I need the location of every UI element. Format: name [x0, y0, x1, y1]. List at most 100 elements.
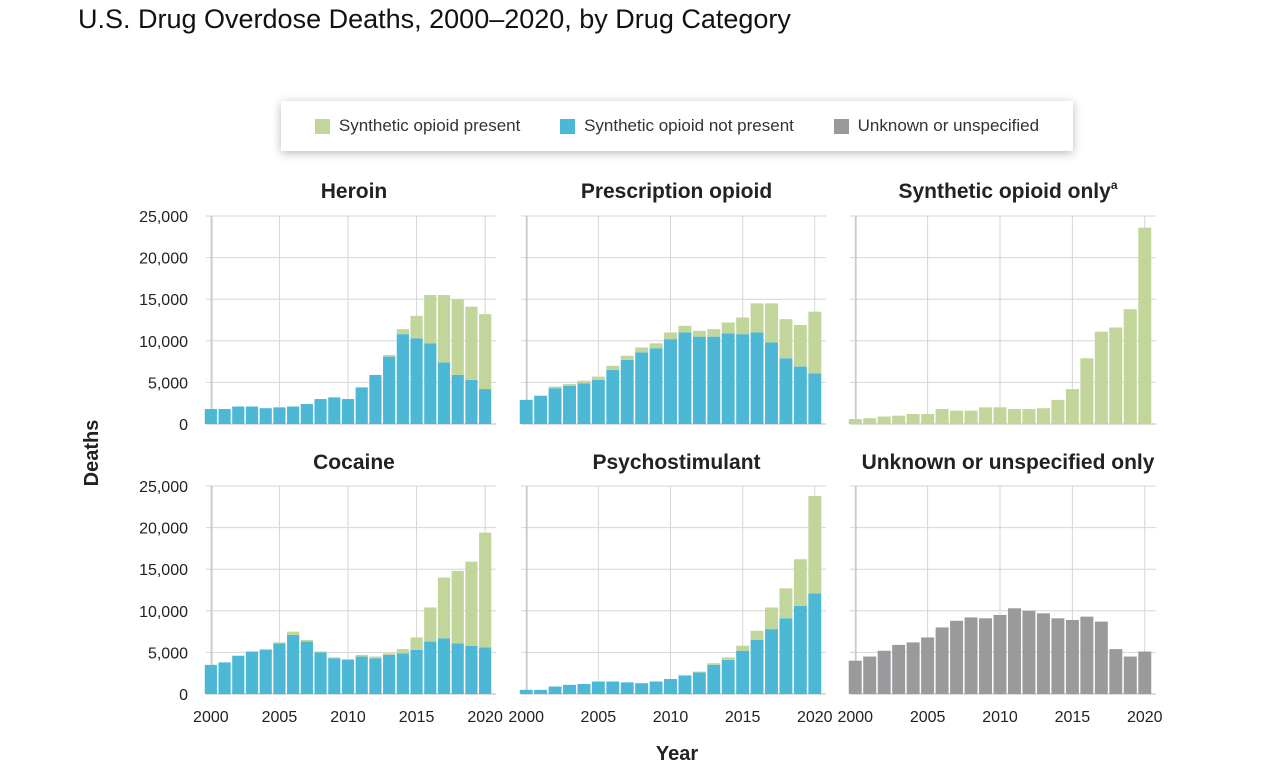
- bar-2010-synthetic-opioid-not-present: [341, 399, 355, 424]
- bar-2010-synthetic-opioid-not-present: [664, 339, 677, 424]
- x-tick-label: 2000: [837, 709, 873, 726]
- bar-2014-synthetic-opioid-not-present: [396, 334, 409, 424]
- bar-2019-synthetic-opioid-present: [1123, 309, 1137, 424]
- legend-label-unknown: Unknown or unspecified: [857, 116, 1040, 135]
- chart-legend: Synthetic opioid present Synthetic opioi…: [281, 101, 1073, 151]
- panel-title-superscript: a: [1111, 178, 1118, 192]
- bar-2018-synthetic-opioid-present: [1109, 327, 1123, 424]
- bar-2018-synthetic-opioid-present: [779, 319, 793, 359]
- bar-2005-synthetic-opioid-not-present: [591, 379, 605, 424]
- bar-2019-synthetic-opioid-not-present: [793, 366, 807, 424]
- bar-2020-synthetic-opioid-present: [479, 314, 492, 390]
- x-tick-label: 2020: [797, 709, 833, 726]
- x-tick-label: 2010: [330, 709, 366, 726]
- bar-2002-synthetic-opioid-not-present: [232, 655, 245, 694]
- bar-2014-synthetic-opioid-present: [1051, 399, 1065, 424]
- bar-2009-synthetic-opioid-present: [649, 343, 663, 349]
- bar-2016-synthetic-opioid-present: [750, 303, 764, 333]
- bar-2000-synthetic-opioid-not-present: [204, 664, 217, 694]
- bar-2004-synthetic-opioid-present: [577, 380, 591, 384]
- bar-2011-synthetic-opioid-present: [355, 654, 368, 657]
- x-tick-label: 2005: [262, 709, 298, 726]
- bar-2016-unknown-or-unspecified: [1080, 616, 1094, 694]
- bar-2010-synthetic-opioid-not-present: [664, 679, 677, 694]
- legend-item-unknown: Unknown or unspecified: [833, 116, 1040, 136]
- legend-item-synthetic-present: Synthetic opioid present: [314, 116, 520, 136]
- bar-2017-synthetic-opioid-not-present: [765, 342, 778, 424]
- bar-2007-synthetic-opioid-not-present: [620, 359, 634, 424]
- y-tick-label: 25,000: [139, 479, 188, 496]
- bar-2000-synthetic-opioid-not-present: [519, 689, 533, 694]
- bar-2009-synthetic-opioid-not-present: [328, 658, 341, 694]
- bar-2019-unknown-or-unspecified: [1123, 656, 1137, 694]
- bar-2003-unknown-or-unspecified: [892, 644, 906, 694]
- bar-2004-synthetic-opioid-not-present: [577, 383, 591, 424]
- bar-2005-synthetic-opioid-present: [273, 642, 286, 644]
- bar-2013-synthetic-opioid-present: [707, 663, 721, 665]
- panel-heroin: Heroin 0 5,000 10,000 15,000 20,000 25,000: [139, 180, 496, 434]
- y-tick-label: 0: [179, 687, 188, 704]
- bar-2007-synthetic-opioid-present: [300, 639, 313, 642]
- bar-2011-synthetic-opioid-not-present: [678, 332, 692, 424]
- bar-2009-unknown-or-unspecified: [979, 618, 993, 694]
- bar-2001-unknown-or-unspecified: [863, 656, 877, 694]
- bar-2019-synthetic-opioid-present: [793, 324, 807, 367]
- bar-2002-synthetic-opioid-present: [548, 386, 562, 389]
- bar-2018-synthetic-opioid-present: [451, 570, 464, 644]
- bar-2009-synthetic-opioid-present: [328, 657, 341, 659]
- bar-2008-synthetic-opioid-present: [964, 410, 978, 424]
- bar-2012-synthetic-opioid-not-present: [692, 336, 706, 424]
- bar-2000-synthetic-opioid-present: [848, 419, 862, 424]
- bar-2011-synthetic-opioid-present: [678, 325, 692, 333]
- bar-2018-synthetic-opioid-present: [451, 299, 464, 375]
- bar-2013-synthetic-opioid-not-present: [707, 664, 721, 694]
- x-tick-label: 2015: [1055, 709, 1091, 726]
- bar-2020-unknown-or-unspecified: [1138, 651, 1152, 694]
- bar-2004-synthetic-opioid-present: [259, 649, 272, 650]
- bar-2002-unknown-or-unspecified: [877, 650, 891, 694]
- bar-2005-synthetic-opioid-not-present: [273, 643, 286, 694]
- bar-2009-synthetic-opioid-not-present: [649, 681, 663, 694]
- bar-2014-synthetic-opioid-present: [721, 657, 735, 660]
- bar-2011-synthetic-opioid-present: [1007, 409, 1021, 424]
- bar-2015-synthetic-opioid-present: [410, 315, 423, 339]
- panel-psychostimulant: Psychostimulant 2000 2005 2010 2015 2020: [508, 451, 832, 726]
- bar-2008-unknown-or-unspecified: [964, 617, 978, 694]
- bar-2007-synthetic-opioid-not-present: [300, 404, 313, 424]
- bar-2013-synthetic-opioid-present: [1036, 408, 1050, 424]
- bar-2002-synthetic-opioid-not-present: [548, 388, 562, 424]
- bar-2009-synthetic-opioid-present: [979, 407, 993, 424]
- bar-2019-synthetic-opioid-not-present: [465, 379, 478, 424]
- bar-2007-unknown-or-unspecified: [950, 620, 964, 694]
- bar-2012-unknown-or-unspecified: [1022, 610, 1036, 694]
- bar-2000-synthetic-opioid-not-present: [519, 399, 533, 424]
- bar-2005-synthetic-opioid-present: [921, 414, 935, 424]
- y-tick-label: 15,000: [139, 292, 188, 309]
- bar-2013-unknown-or-unspecified: [1036, 613, 1050, 694]
- bar-2017-synthetic-opioid-not-present: [765, 629, 778, 694]
- bar-2009-synthetic-opioid-not-present: [649, 348, 663, 424]
- bar-2003-synthetic-opioid-present: [563, 384, 576, 386]
- bar-2014-synthetic-opioid-present: [396, 329, 409, 335]
- x-tick-label: 2005: [910, 709, 946, 726]
- bar-2015-synthetic-opioid-present: [1065, 389, 1079, 424]
- bar-2009-synthetic-opioid-not-present: [328, 397, 341, 424]
- bar-2012-synthetic-opioid-present: [369, 656, 382, 659]
- panel-cocaine: Cocaine 0 5,000 10,000 15,000 20,000 25,000 200…: [139, 451, 503, 726]
- bar-2000-unknown-or-unspecified: [848, 660, 862, 694]
- bar-2019-synthetic-opioid-present: [793, 559, 807, 606]
- bar-2005-synthetic-opioid-present: [591, 376, 605, 380]
- bar-2012-synthetic-opioid-present: [1022, 409, 1036, 424]
- bar-2017-synthetic-opioid-not-present: [437, 362, 451, 424]
- legend-swatch-synthetic-present: [314, 118, 330, 134]
- bar-2007-synthetic-opioid-not-present: [620, 682, 634, 694]
- panel-title: Cocaine: [313, 451, 395, 474]
- x-tick-label: 2015: [399, 709, 435, 726]
- bar-2008-synthetic-opioid-not-present: [314, 399, 327, 424]
- bar-2011-synthetic-opioid-not-present: [678, 675, 692, 694]
- bar-2014-synthetic-opioid-not-present: [721, 659, 735, 694]
- bar-2020-synthetic-opioid-present: [808, 311, 822, 374]
- y-tick-label: 20,000: [139, 251, 188, 268]
- bar-2020-synthetic-opioid-not-present: [479, 647, 492, 694]
- x-tick-label: 2000: [508, 709, 544, 726]
